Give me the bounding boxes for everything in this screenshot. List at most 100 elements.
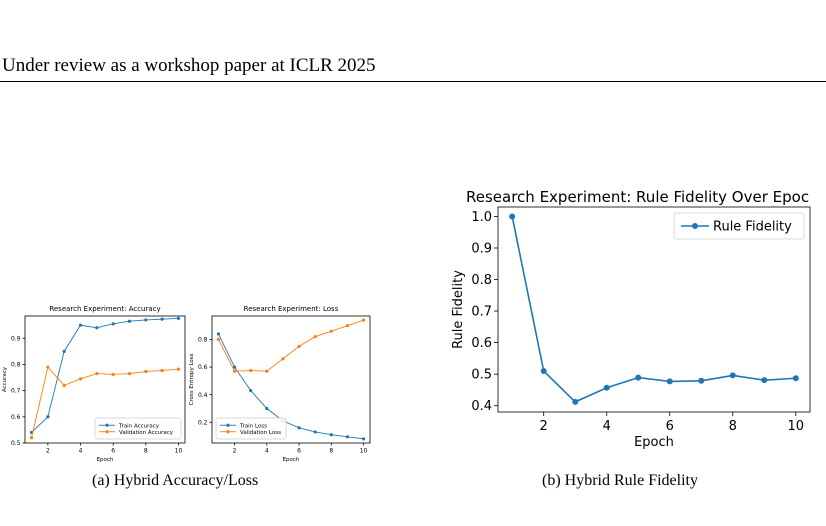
x-tick-label: 2 <box>46 448 50 455</box>
y-tick-label: 0.4 <box>198 392 208 399</box>
caption-b: (b) Hybrid Rule Fidelity <box>542 472 698 489</box>
data-point <box>62 383 66 387</box>
y-tick-label: 0.6 <box>198 364 208 371</box>
x-tick-label: 6 <box>111 448 115 455</box>
legend-label: Train Accuracy <box>118 423 160 429</box>
y-tick-label: 0.9 <box>471 242 492 257</box>
y-tick-label: 1.0 <box>471 210 492 225</box>
y-tick-label: 0.7 <box>471 305 492 320</box>
y-tick-label: 0.5 <box>11 440 21 447</box>
legend-box <box>215 417 287 440</box>
data-point <box>509 213 516 220</box>
data-point <box>698 377 705 384</box>
x-tick-label: 4 <box>265 448 269 455</box>
data-point <box>729 372 736 379</box>
x-axis-label: Epoch <box>283 457 300 463</box>
x-tick-label: 8 <box>144 448 148 455</box>
y-tick-label: 0.9 <box>11 335 21 342</box>
legend-marker <box>105 430 109 434</box>
y-axis-label: Rule Fidelity <box>451 270 466 349</box>
y-axis-label: Cross Entropy Loss <box>189 353 195 405</box>
y-tick-label: 0.2 <box>198 419 208 426</box>
data-point <box>62 349 66 353</box>
data-point <box>111 322 115 326</box>
data-point <box>232 365 237 369</box>
y-tick-label: 0.8 <box>471 273 492 288</box>
legend-marker <box>226 430 230 434</box>
data-point <box>265 406 269 411</box>
data-point <box>635 374 642 381</box>
data-point <box>761 377 768 384</box>
data-point <box>232 369 237 373</box>
data-point <box>249 388 253 393</box>
data-point <box>345 435 350 439</box>
data-point <box>29 436 34 440</box>
x-tick-label: 6 <box>666 419 674 434</box>
series-line-1 <box>218 319 364 372</box>
x-axis-label: Epoch <box>97 457 114 463</box>
data-point <box>176 367 181 371</box>
x-tick-label: 8 <box>729 419 737 434</box>
data-point <box>361 318 366 322</box>
x-tick-label: 6 <box>297 448 301 455</box>
series-line-1 <box>31 366 179 438</box>
data-point <box>216 332 221 336</box>
y-tick-label: 0.5 <box>471 368 492 383</box>
y-axis-label: Accuracy <box>2 366 8 392</box>
data-point <box>160 368 164 373</box>
data-point <box>78 377 83 381</box>
data-point <box>329 433 333 437</box>
data-point <box>160 317 164 321</box>
data-point <box>46 365 50 369</box>
page-header: Under review as a workshop paper at ICLR… <box>2 55 376 76</box>
header-rule <box>0 81 826 82</box>
data-point <box>313 430 317 434</box>
data-point <box>144 318 148 322</box>
legend-label: Train Loss <box>239 423 267 429</box>
accuracy-chart: Research Experiment: Accuracy 2 4 6 8 10 0.5 0.… <box>2 305 186 463</box>
data-point <box>666 378 673 385</box>
x-tick-label: 8 <box>329 448 333 455</box>
data-point <box>249 368 253 373</box>
legend-label: Rule Fidelity <box>713 220 792 235</box>
data-point <box>95 326 99 330</box>
x-tick-label: 2 <box>540 419 548 434</box>
data-point <box>216 337 221 342</box>
data-point <box>297 344 301 348</box>
data-point <box>144 369 148 374</box>
x-tick-label: 4 <box>79 448 83 455</box>
legend-marker <box>226 423 230 427</box>
data-point <box>78 323 83 327</box>
data-point <box>792 375 799 382</box>
data-point <box>540 368 547 374</box>
legend-box <box>673 212 805 240</box>
x-tick-label: 2 <box>233 448 237 455</box>
data-point <box>46 415 50 419</box>
legend-label: Validation Loss <box>240 430 281 436</box>
data-point <box>329 329 333 333</box>
y-tick-label: 0.8 <box>11 362 21 369</box>
plot-frame <box>24 315 186 444</box>
legend-label: Validation Accuracy <box>119 430 174 436</box>
data-point <box>127 372 132 376</box>
chart-title: Research Experiment: Rule Fidelity Over … <box>466 188 809 206</box>
data-point <box>361 437 366 441</box>
chart-title: Research Experiment: Accuracy <box>49 305 160 313</box>
rule-fidelity-chart: Research Experiment: Rule Fidelity Over … <box>451 188 811 450</box>
series-line-0 <box>218 333 364 440</box>
loss-chart: Research Experiment: Loss 2 4 6 8 10 0.2 0.4 0.6… <box>189 305 371 463</box>
legend-box <box>94 417 182 440</box>
y-tick-label: 0.6 <box>471 336 492 351</box>
data-point <box>111 372 115 376</box>
chart-title: Research Experiment: Loss <box>244 305 339 313</box>
data-point <box>281 357 285 361</box>
y-tick-label: 0.4 <box>471 399 492 414</box>
plot-frame <box>211 315 371 444</box>
x-tick-label: 10 <box>360 448 368 455</box>
y-tick-label: 0.8 <box>198 337 208 344</box>
x-tick-label: 10 <box>175 448 183 455</box>
y-tick-label: 0.7 <box>11 388 21 395</box>
series-line-0 <box>511 216 796 403</box>
data-point <box>297 426 301 430</box>
x-tick-label: 4 <box>603 419 611 434</box>
